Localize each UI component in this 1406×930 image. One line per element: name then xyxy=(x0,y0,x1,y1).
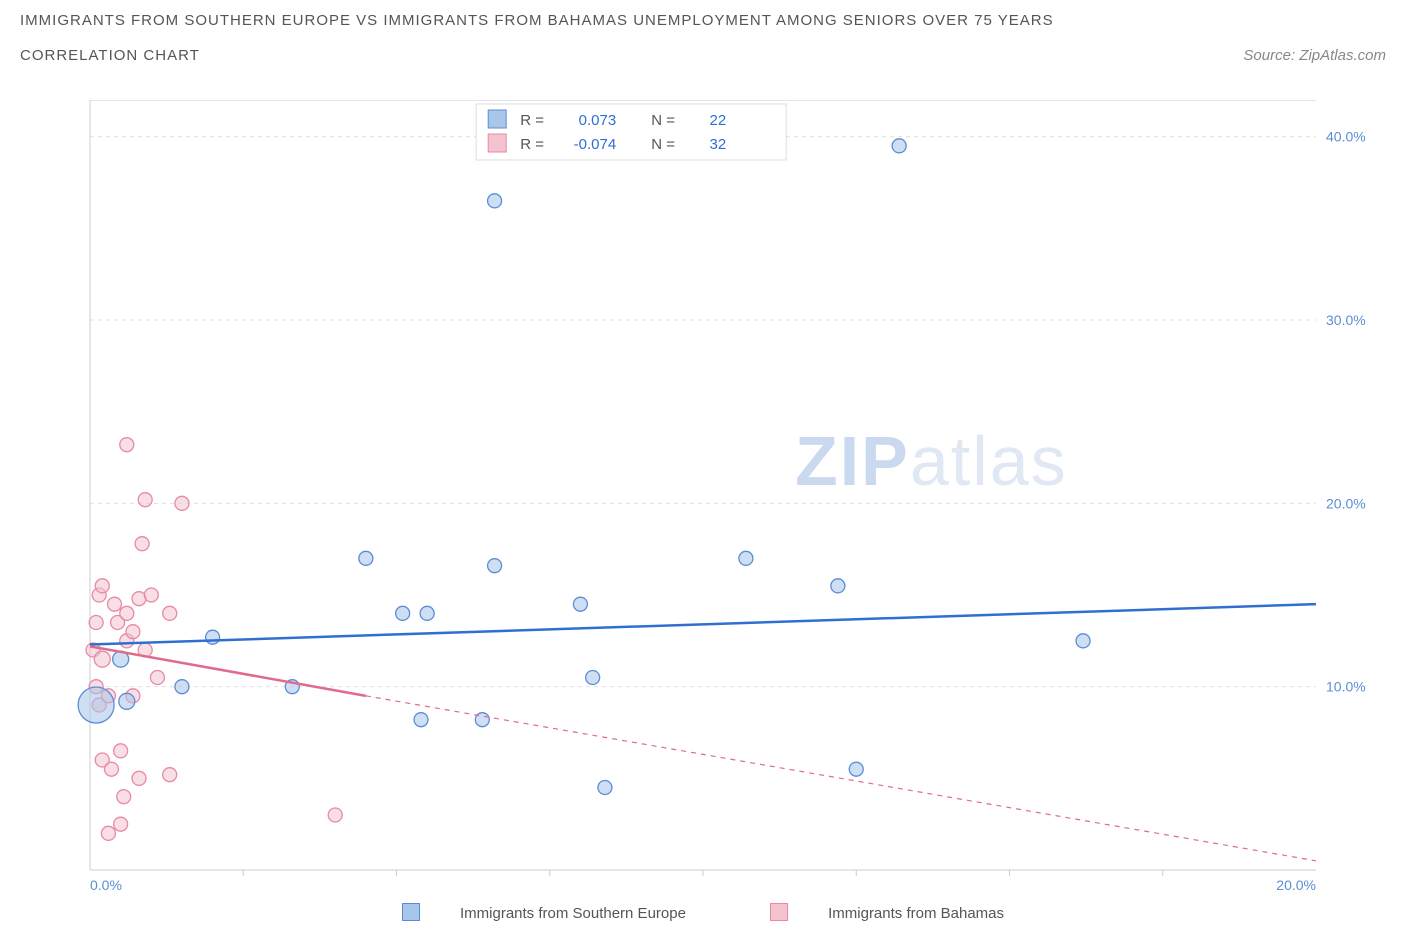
scatter-point-a xyxy=(488,194,502,208)
x-tick-label: 20.0% xyxy=(1276,877,1316,890)
scatter-point-b xyxy=(135,537,149,551)
scatter-point-a xyxy=(78,687,114,723)
scatter-point-b xyxy=(114,744,128,758)
scatter-point-a xyxy=(892,139,906,153)
scatter-point-b xyxy=(101,826,115,840)
scatter-point-a xyxy=(420,606,434,620)
scatter-point-a xyxy=(396,606,410,620)
stats-r-label: R = xyxy=(520,136,544,153)
scatter-point-b xyxy=(144,588,158,602)
y-tick-label: 30.0% xyxy=(1326,312,1366,328)
scatter-point-a xyxy=(488,559,502,573)
x-tick-label: 0.0% xyxy=(90,877,122,890)
stats-r-value: 0.073 xyxy=(579,112,617,129)
watermark: ZIPatlas xyxy=(795,422,1068,500)
stats-n-label: N = xyxy=(651,112,675,129)
chart-area: 10.0% 20.0% 30.0% 40.0% 0.0% 20.0% ZIPatlas R =… xyxy=(60,100,1386,890)
scatter-point-b xyxy=(108,597,122,611)
chart-title: IMMIGRANTS FROM SOUTHERN EUROPE VS IMMIG… xyxy=(0,0,1406,29)
trend-line-b-dashed xyxy=(366,696,1316,861)
legend-item-series-a: Immigrants from Southern Europe xyxy=(382,905,710,922)
scatter-point-a xyxy=(573,597,587,611)
stats-n-label: N = xyxy=(651,136,675,153)
bottom-legend: Immigrants from Southern Europe Immigran… xyxy=(0,903,1406,922)
legend-label-a: Immigrants from Southern Europe xyxy=(460,905,686,922)
scatter-point-b xyxy=(150,671,164,685)
y-tick-label: 20.0% xyxy=(1326,495,1366,511)
scatter-point-a xyxy=(586,671,600,685)
y-tick-label: 40.0% xyxy=(1326,129,1366,145)
stats-n-value: 22 xyxy=(710,112,727,129)
scatter-point-b xyxy=(163,768,177,782)
scatter-point-a xyxy=(175,680,189,694)
y-tick-label: 10.0% xyxy=(1326,679,1366,695)
trend-line-a xyxy=(90,604,1316,644)
scatter-point-a xyxy=(359,551,373,565)
scatter-point-b xyxy=(120,606,134,620)
scatter-point-a xyxy=(414,713,428,727)
scatter-point-a xyxy=(739,551,753,565)
scatter-chart-svg: 10.0% 20.0% 30.0% 40.0% 0.0% 20.0% ZIPatlas R =… xyxy=(60,100,1386,890)
scatter-point-a xyxy=(119,693,135,709)
stats-swatch xyxy=(488,134,506,152)
legend-swatch-a xyxy=(402,903,420,921)
scatter-point-b xyxy=(114,817,128,831)
chart-subtitle: CORRELATION CHART xyxy=(20,47,200,64)
scatter-point-a xyxy=(206,630,220,644)
source-label: Source: ZipAtlas.com xyxy=(1243,47,1386,64)
subtitle-row: CORRELATION CHART Source: ZipAtlas.com xyxy=(0,29,1406,64)
scatter-point-b xyxy=(117,790,131,804)
scatter-point-a xyxy=(831,579,845,593)
scatter-point-a xyxy=(1076,634,1090,648)
scatter-point-a xyxy=(598,781,612,795)
stats-n-value: 32 xyxy=(710,136,727,153)
scatter-point-b xyxy=(328,808,342,822)
source-prefix: Source: xyxy=(1243,47,1295,64)
legend-item-series-b: Immigrants from Bahamas xyxy=(750,905,1024,922)
scatter-point-b xyxy=(120,438,134,452)
source-name: ZipAtlas.com xyxy=(1299,47,1386,64)
scatter-point-b xyxy=(89,616,103,630)
stats-swatch xyxy=(488,110,506,128)
stats-r-label: R = xyxy=(520,112,544,129)
scatter-point-b xyxy=(94,651,110,667)
scatter-point-b xyxy=(95,579,109,593)
scatter-point-b xyxy=(175,496,189,510)
scatter-point-b xyxy=(163,606,177,620)
scatter-point-b xyxy=(104,762,118,776)
scatter-point-b xyxy=(126,625,140,639)
scatter-point-b xyxy=(138,493,152,507)
legend-label-b: Immigrants from Bahamas xyxy=(828,905,1004,922)
scatter-point-b xyxy=(132,771,146,785)
stats-r-value: -0.074 xyxy=(574,136,617,153)
scatter-point-a xyxy=(849,762,863,776)
legend-swatch-b xyxy=(770,903,788,921)
